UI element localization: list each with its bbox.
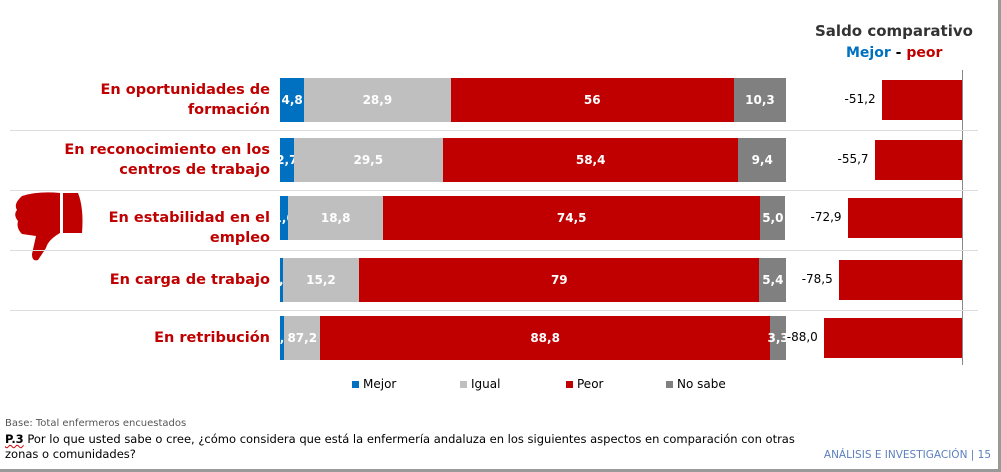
- row-separator: [10, 130, 978, 131]
- bar-segment-igual: 87,2: [284, 316, 321, 360]
- bar-segment-igual: 29,5: [293, 138, 443, 182]
- bar-segment-no-sabe: 9,4: [738, 138, 786, 182]
- bar-segment-igual: 18,8: [288, 196, 384, 240]
- saldo-label: -72,9: [810, 210, 842, 224]
- bar-segment-no-sabe: 5,4: [759, 258, 787, 302]
- bar-segment-mejor: 4,8: [280, 78, 305, 122]
- category-label: En retribución: [154, 330, 270, 346]
- footer-base: Base: Total enfermeros encuestados: [5, 418, 187, 429]
- subtitle-sep: -: [890, 45, 907, 61]
- footer-brand: ANÁLISIS E INVESTIGACIÓN | 15: [823, 449, 991, 461]
- bar-segment-no-sabe: 5,0: [760, 196, 786, 240]
- bar-segment-igual: 15,2: [282, 258, 360, 302]
- bar-segment-igual: 28,9: [304, 78, 451, 122]
- category-label: En reconocimiento en los centros de trab…: [64, 142, 270, 178]
- data-label: 5,4: [762, 273, 784, 287]
- data-label: 56: [583, 93, 601, 107]
- saldo-bar: [881, 80, 962, 120]
- saldo-title: Saldo comparativo: [815, 22, 973, 40]
- subtitle-peor: peor: [906, 45, 943, 61]
- saldo-label: -55,7: [837, 152, 869, 166]
- bar-segment-peor: 56: [450, 78, 734, 122]
- bar-segment-peor: 88,8: [320, 316, 770, 360]
- saldo-label: -78,5: [801, 272, 833, 286]
- legend-igual: Igual: [460, 377, 500, 391]
- bar-segment-peor: 74,5: [383, 196, 761, 240]
- bar-segment-no-sabe: 10,3: [733, 78, 786, 122]
- data-label: 18,8: [320, 211, 351, 225]
- subtitle-mejor: Mejor: [846, 45, 891, 61]
- data-label: 10,3: [745, 93, 775, 107]
- footer-question: P.3 Por lo que usted sabe o cree, ¿cómo …: [5, 432, 795, 461]
- saldo-axis: [962, 70, 963, 365]
- bar-segment-mejor: 2,7: [276, 138, 297, 182]
- saldo-bar: [838, 260, 962, 300]
- data-label: 5,0: [762, 211, 784, 225]
- row-separator: [10, 250, 978, 251]
- bar-segment-peor: 79: [359, 258, 760, 302]
- bar-segment-peor: 58,4: [442, 138, 739, 182]
- saldo-bar: [847, 198, 962, 238]
- category-label: En carga de trabajo: [109, 272, 270, 288]
- data-label: 4,8: [281, 93, 303, 107]
- bar-segment-mejor: 1,6: [273, 196, 295, 240]
- data-label: 29,5: [353, 153, 384, 167]
- row-separator: [10, 310, 978, 311]
- saldo-label: -51,2: [844, 92, 876, 106]
- data-label: 2,7: [276, 153, 298, 167]
- data-label: 15,2: [306, 273, 336, 287]
- thumbs-down-icon: [15, 192, 83, 261]
- legend-peor: Peor: [566, 377, 603, 391]
- legend-no-sabe: No sabe: [666, 377, 726, 391]
- legend-mejor: Mejor: [352, 377, 396, 391]
- saldo-bar: [823, 318, 962, 358]
- data-label: 88,8: [530, 331, 560, 345]
- row-separator: [10, 190, 978, 191]
- saldo-label: -88,0: [786, 330, 818, 344]
- category-label: En estabilidad en el empleo: [108, 210, 270, 246]
- saldo-subtitle: Mejor - peor: [846, 45, 942, 61]
- data-label: 3,3: [767, 331, 789, 345]
- bar-segment-mejor: ,: [280, 316, 284, 360]
- data-label: 87,2: [287, 331, 318, 345]
- data-label: 9,4: [751, 153, 773, 167]
- category-label: En oportunidades de formación: [100, 82, 270, 118]
- data-label: 74,5: [556, 211, 587, 225]
- data-label: 58,4: [575, 153, 606, 167]
- data-label: 28,9: [362, 93, 393, 107]
- data-label: ,: [279, 331, 285, 345]
- data-label: 79: [550, 273, 568, 287]
- saldo-bar: [874, 140, 962, 180]
- bar-segment-no-sabe: 3,3: [767, 316, 789, 360]
